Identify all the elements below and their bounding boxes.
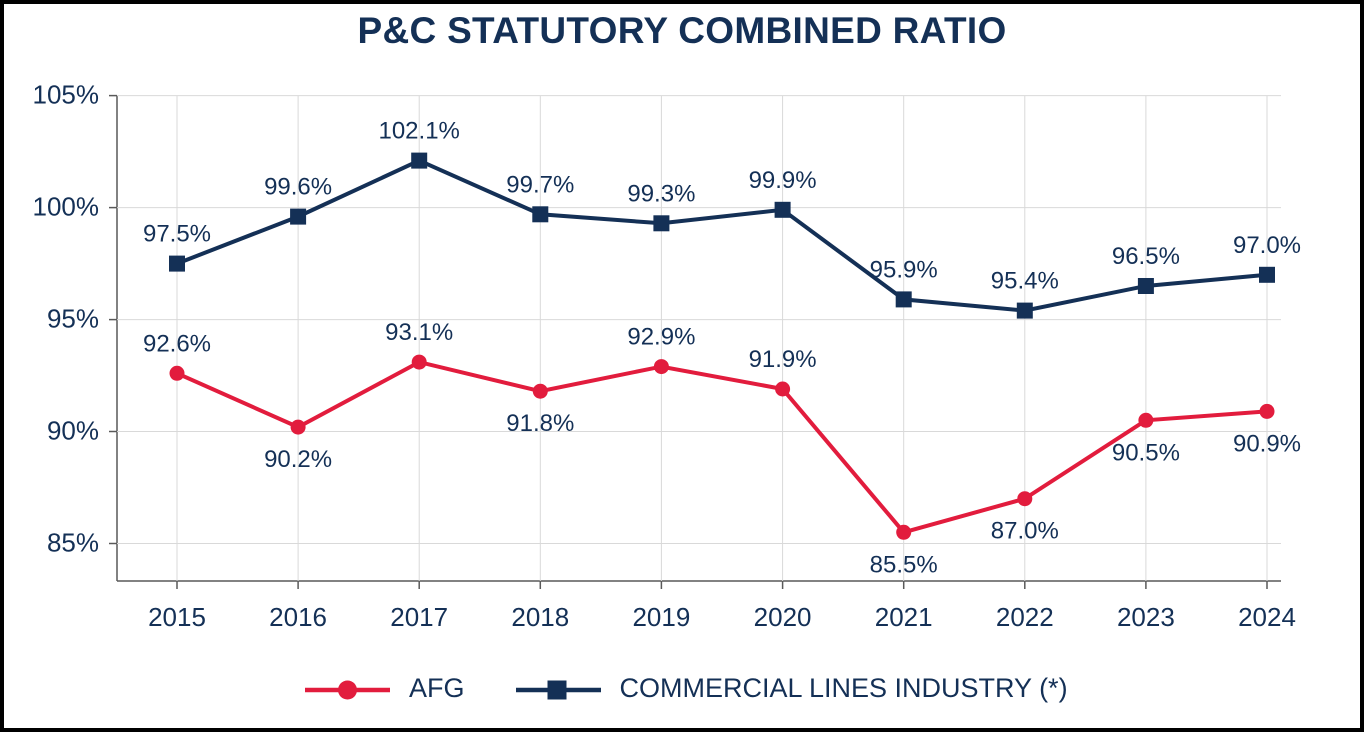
svg-text:85%: 85% xyxy=(47,528,99,558)
svg-text:2022: 2022 xyxy=(996,602,1054,632)
svg-text:90%: 90% xyxy=(47,416,99,446)
svg-text:90.2%: 90.2% xyxy=(264,446,332,473)
svg-text:102.1%: 102.1% xyxy=(378,118,459,145)
svg-text:2019: 2019 xyxy=(632,602,690,632)
svg-text:95.9%: 95.9% xyxy=(870,256,938,283)
svg-text:2016: 2016 xyxy=(269,602,327,632)
svg-text:99.6%: 99.6% xyxy=(264,174,332,201)
svg-text:97.5%: 97.5% xyxy=(143,221,211,248)
svg-text:91.9%: 91.9% xyxy=(749,346,817,373)
svg-text:2024: 2024 xyxy=(1238,602,1296,632)
svg-text:2020: 2020 xyxy=(754,602,812,632)
svg-text:2015: 2015 xyxy=(148,602,206,632)
svg-text:2023: 2023 xyxy=(1117,602,1175,632)
svg-text:90.9%: 90.9% xyxy=(1233,430,1301,457)
svg-text:90.5%: 90.5% xyxy=(1112,439,1180,466)
svg-text:96.5%: 96.5% xyxy=(1112,243,1180,270)
svg-text:92.6%: 92.6% xyxy=(143,330,211,357)
svg-text:91.8%: 91.8% xyxy=(506,410,574,437)
svg-text:87.0%: 87.0% xyxy=(991,518,1059,545)
svg-text:2017: 2017 xyxy=(390,602,448,632)
svg-text:85.5%: 85.5% xyxy=(870,551,938,578)
svg-text:95.4%: 95.4% xyxy=(991,268,1059,295)
svg-text:95%: 95% xyxy=(47,304,99,334)
svg-text:97.0%: 97.0% xyxy=(1233,232,1301,259)
svg-text:93.1%: 93.1% xyxy=(385,319,453,346)
svg-text:105%: 105% xyxy=(33,80,100,110)
svg-text:2018: 2018 xyxy=(511,602,569,632)
svg-text:92.9%: 92.9% xyxy=(627,324,695,351)
svg-text:99.3%: 99.3% xyxy=(627,180,695,207)
svg-text:99.7%: 99.7% xyxy=(506,171,574,198)
svg-text:100%: 100% xyxy=(33,192,100,222)
svg-text:99.9%: 99.9% xyxy=(749,167,817,194)
svg-text:2021: 2021 xyxy=(875,602,933,632)
